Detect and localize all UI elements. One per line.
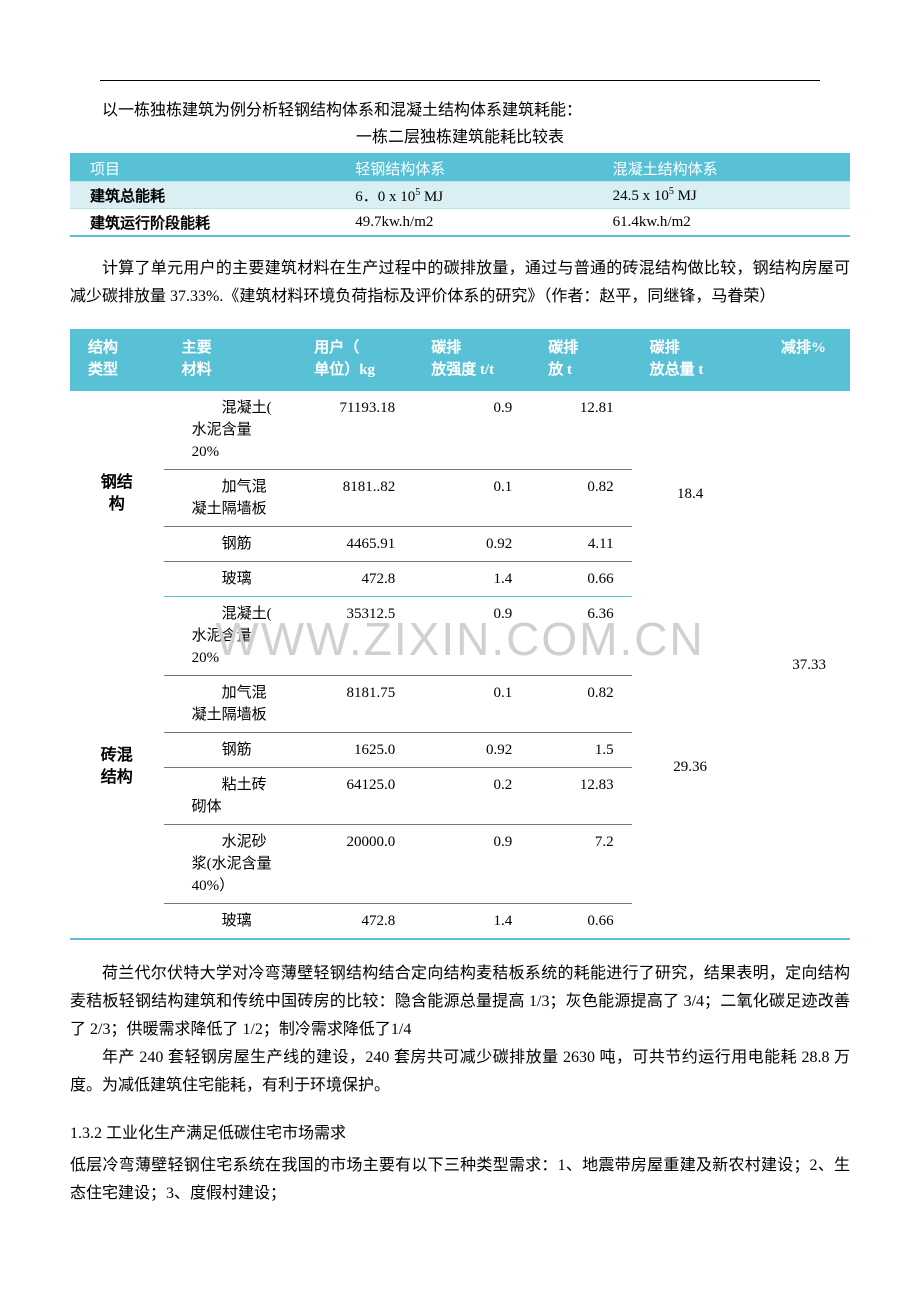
num-cell: 0.2 <box>413 768 530 825</box>
material-cell: 加气混凝土隔墙板 <box>164 676 297 733</box>
table1-value: 6．0 x 105 MJ <box>335 182 592 209</box>
num-cell: 0.82 <box>530 470 631 527</box>
num-cell: 12.81 <box>530 391 631 470</box>
num-cell: 0.1 <box>413 676 530 733</box>
para3b: 年产 240 套轻钢房屋生产线的建设，240 套房共可减少碳排放量 2630 吨… <box>70 1044 850 1100</box>
table2-row: 钢结构混凝土(水泥含量20%71193.180.912.8118.437.33 <box>70 391 850 470</box>
table2-header: 主要材料 <box>164 329 297 391</box>
num-cell: 1.5 <box>530 733 631 768</box>
total-cell: 29.36 <box>632 597 749 940</box>
material-cell: 混凝土(水泥含量20% <box>164 391 297 470</box>
table1-label: 建筑总能耗 <box>70 182 335 209</box>
num-cell: 0.66 <box>530 562 631 597</box>
num-cell: 71193.18 <box>296 391 413 470</box>
table2-header: 碳排放强度 t/t <box>413 329 530 391</box>
num-cell: 472.8 <box>296 904 413 940</box>
table1-value: 49.7kw.h/m2 <box>335 209 592 237</box>
intro-line: 以一栋独栋建筑为例分析轻钢结构体系和混凝土结构体系建筑耗能： <box>70 97 850 125</box>
num-cell: 0.9 <box>413 825 530 904</box>
num-cell: 0.82 <box>530 676 631 733</box>
table1-h2: 混凝土结构体系 <box>593 154 850 182</box>
total-cell: 18.4 <box>632 391 749 597</box>
table2-header: 碳排放总量 t <box>632 329 749 391</box>
table1-row: 建筑运行阶段能耗49.7kw.h/m261.4kw.h/m2 <box>70 209 850 237</box>
num-cell: 0.66 <box>530 904 631 940</box>
material-cell: 玻璃 <box>164 904 297 940</box>
material-cell: 钢筋 <box>164 527 297 562</box>
num-cell: 6.36 <box>530 597 631 676</box>
num-cell: 20000.0 <box>296 825 413 904</box>
table1-header-row: 项目 轻钢结构体系 混凝土结构体系 <box>70 154 850 182</box>
num-cell: 1.4 <box>413 562 530 597</box>
num-cell: 35312.5 <box>296 597 413 676</box>
num-cell: 7.2 <box>530 825 631 904</box>
table2-header: 减排% <box>749 329 850 391</box>
carbon-table: 结构类型主要材料用户（单位）kg碳排放强度 t/t碳排放 t碳排放总量 t减排%… <box>70 329 850 940</box>
para4: 低层冷弯薄壁轻钢住宅系统在我国的市场主要有以下三种类型需求：1、地震带房屋重建及… <box>70 1152 850 1208</box>
num-cell: 0.1 <box>413 470 530 527</box>
structure-type: 钢结构 <box>70 391 164 597</box>
structure-type: 砖混结构 <box>70 597 164 940</box>
top-rule <box>100 80 820 81</box>
table2-header-row: 结构类型主要材料用户（单位）kg碳排放强度 t/t碳排放 t碳排放总量 t减排% <box>70 329 850 391</box>
material-cell: 粘土砖砌体 <box>164 768 297 825</box>
reduction-cell: 37.33 <box>749 391 850 939</box>
table2-header: 结构类型 <box>70 329 164 391</box>
num-cell: 8181..82 <box>296 470 413 527</box>
num-cell: 0.9 <box>413 597 530 676</box>
material-cell: 玻璃 <box>164 562 297 597</box>
para2: 计算了单元用户的主要建筑材料在生产过程中的碳排放量，通过与普通的砖混结构做比较，… <box>70 255 850 311</box>
num-cell: 0.9 <box>413 391 530 470</box>
table1-value: 61.4kw.h/m2 <box>593 209 850 237</box>
table1-row: 建筑总能耗6．0 x 105 MJ24.5 x 105 MJ <box>70 182 850 209</box>
para3a: 荷兰代尔伏特大学对冷弯薄壁轻钢结构结合定向结构麦秸板系统的耗能进行了研究，结果表… <box>70 960 850 1044</box>
num-cell: 0.92 <box>413 733 530 768</box>
energy-compare-table: 项目 轻钢结构体系 混凝土结构体系 建筑总能耗6．0 x 105 MJ24.5 … <box>70 153 850 237</box>
material-cell: 钢筋 <box>164 733 297 768</box>
table2-row: 砖混结构混凝土(水泥含量20%35312.50.96.3629.36 <box>70 597 850 676</box>
num-cell: 64125.0 <box>296 768 413 825</box>
num-cell: 4.11 <box>530 527 631 562</box>
table1-title: 一栋二层独栋建筑能耗比较表 <box>70 127 850 149</box>
num-cell: 472.8 <box>296 562 413 597</box>
section-1-3-2: 1.3.2 工业化生产满足低碳住宅市场需求 <box>70 1120 850 1148</box>
num-cell: 1625.0 <box>296 733 413 768</box>
material-cell: 加气混凝土隔墙板 <box>164 470 297 527</box>
num-cell: 4465.91 <box>296 527 413 562</box>
num-cell: 1.4 <box>413 904 530 940</box>
table1-value: 24.5 x 105 MJ <box>593 182 850 209</box>
table1-h1: 轻钢结构体系 <box>335 154 592 182</box>
material-cell: 水泥砂浆(水泥含量40%） <box>164 825 297 904</box>
table2-header: 用户（单位）kg <box>296 329 413 391</box>
table2-header: 碳排放 t <box>530 329 631 391</box>
table1-h0: 项目 <box>70 154 335 182</box>
num-cell: 0.92 <box>413 527 530 562</box>
num-cell: 8181.75 <box>296 676 413 733</box>
material-cell: 混凝土(水泥含量20% <box>164 597 297 676</box>
num-cell: 12.83 <box>530 768 631 825</box>
table1-label: 建筑运行阶段能耗 <box>70 209 335 237</box>
